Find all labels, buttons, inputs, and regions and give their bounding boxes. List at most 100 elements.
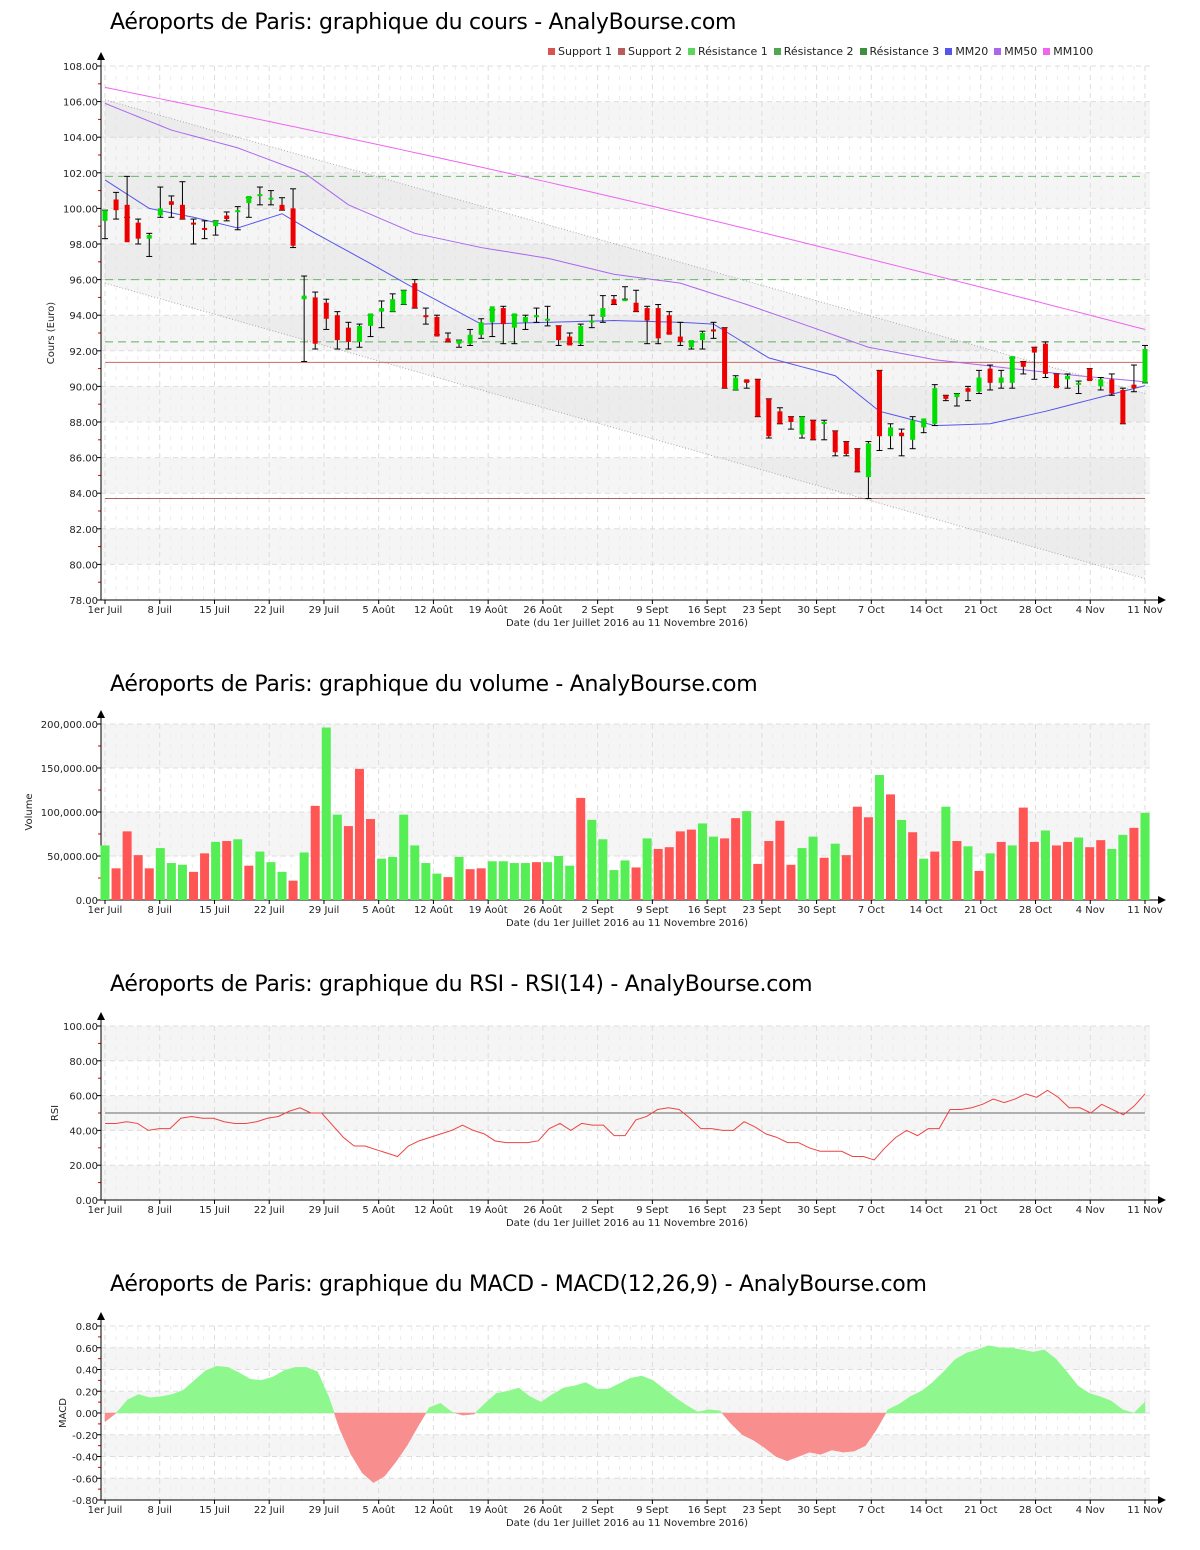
mm100-line (104, 86, 1146, 330)
candlestick (688, 340, 695, 350)
x-tick-label: 14 Oct (909, 1205, 942, 1216)
candlestick (500, 305, 507, 345)
legend-swatch (1043, 48, 1051, 55)
x-tick-label: 30 Sept (797, 905, 836, 916)
candlestick (976, 369, 983, 395)
y-tick-label: -0.60 (72, 1474, 98, 1485)
y-tick-label: 104.00 (63, 133, 98, 144)
candlestick (411, 279, 418, 309)
x-tick-label: 5 Août (362, 904, 395, 916)
candlestick (522, 314, 529, 330)
volume-bar (399, 814, 409, 900)
macd-area (160, 1394, 173, 1414)
candlestick (1097, 377, 1104, 391)
legend-label: MM100 (1053, 45, 1094, 58)
x-tick-label: 8 Juil (148, 1205, 172, 1216)
x-tick-label: 23 Sept (743, 905, 782, 916)
legend-swatch (945, 48, 953, 55)
x-tick-label: 11 Nov (1127, 905, 1163, 916)
volume-bar (432, 873, 442, 900)
candlestick (102, 209, 108, 240)
macd-chart-block: Aéroports de Paris: graphique du MACD - … (0, 1260, 1200, 1550)
macd-area (775, 1412, 788, 1462)
x-tick-label: 8 Juil (148, 1505, 172, 1516)
candlestick (854, 448, 861, 473)
volume-bar (797, 848, 807, 900)
macd-area (451, 1411, 456, 1414)
candlestick (953, 393, 960, 407)
volume-bar (122, 831, 132, 900)
x-tick-label: 2 Sept (581, 605, 613, 616)
candlestick (1020, 360, 1027, 375)
volume-chart: 0.00 50,000.00 100,000.00 150,000.00 200,000… (24, 710, 1166, 929)
macd-area (954, 1352, 967, 1414)
macd-area (563, 1385, 575, 1414)
candlestick (290, 188, 297, 249)
x-tick-label: 12 Août (414, 1504, 453, 1516)
legend-label: MM50 (1004, 45, 1038, 58)
candlestick (787, 416, 794, 430)
x-tick-label: 29 Juil (309, 605, 340, 616)
x-axis-label: Date (du 1er Juillet 2016 au 11 Novembre… (506, 618, 748, 629)
x-tick-label: 12 Août (414, 904, 453, 916)
volume-bar (222, 841, 232, 900)
volume-bar (520, 863, 530, 900)
macd-area (619, 1377, 631, 1414)
volume-bar (177, 864, 187, 900)
legend-item: Résistance 2 (773, 45, 854, 58)
legend-swatch (548, 48, 555, 55)
y-tick-label: 50,000.00 (47, 852, 98, 863)
candlestick (511, 313, 518, 345)
x-tick-label: 1er Juil (88, 1505, 123, 1516)
volume-bar (1085, 847, 1095, 900)
y-tick-label: 200,000.00 (41, 720, 98, 731)
candlestick (256, 186, 263, 206)
x-tick-label: 12 Août (414, 604, 453, 616)
x-tick-label: 22 Juil (254, 1205, 285, 1216)
volume-bar (576, 797, 586, 900)
legend-item: MM50 (994, 45, 1037, 58)
volume-bar (742, 811, 752, 900)
x-tick-label: 8 Juil (148, 905, 172, 916)
volume-bar (465, 869, 475, 900)
volume-bar (1129, 827, 1139, 900)
x-tick-label: 16 Sept (688, 1505, 727, 1516)
candlestick (301, 275, 308, 362)
legend-swatch (617, 48, 625, 55)
candlestick (964, 385, 971, 402)
volume-bar (1096, 840, 1106, 900)
y-tick-label: -0.40 (72, 1453, 98, 1464)
candlestick (1086, 368, 1093, 382)
candlestick (157, 186, 164, 218)
x-tick-label: 26 Août (523, 604, 562, 616)
x-tick-label: 19 Août (469, 1204, 508, 1216)
x-tick-label: 5 Août (362, 1504, 395, 1516)
volume-bar (919, 858, 929, 900)
y-tick-label: 108.00 (63, 62, 98, 73)
macd-area (1010, 1347, 1023, 1414)
volume-bar (675, 831, 685, 900)
volume-bar (299, 852, 309, 900)
candlestick (212, 220, 219, 236)
candlestick (533, 307, 540, 323)
candlestick (1009, 356, 1016, 389)
macd-area (820, 1412, 833, 1455)
macd-area (1021, 1349, 1034, 1414)
y-tick-label: 106.00 (63, 98, 98, 109)
macd-area (921, 1382, 933, 1414)
rsi-chart-title: Aéroports de Paris: graphique du RSI - R… (110, 972, 813, 997)
x-tick-label: 12 Août (414, 1204, 453, 1216)
legend-label: MM20 (955, 45, 989, 58)
price-legend: Support 1 Support 2 Résistance 1 Résistance… (548, 45, 1093, 58)
macd-area (462, 1412, 475, 1416)
x-tick-label: 30 Sept (797, 605, 836, 616)
legend-label: Résistance 2 (783, 45, 854, 58)
candlestick (666, 311, 673, 335)
x-tick-label: 2 Sept (581, 905, 613, 916)
y-tick-label: 0.00 (76, 896, 98, 907)
volume-bar (819, 857, 829, 900)
y-tick-label: -0.20 (72, 1431, 98, 1442)
volume-bar (963, 846, 973, 900)
candlestick (865, 441, 872, 500)
volume-bar (476, 868, 486, 900)
